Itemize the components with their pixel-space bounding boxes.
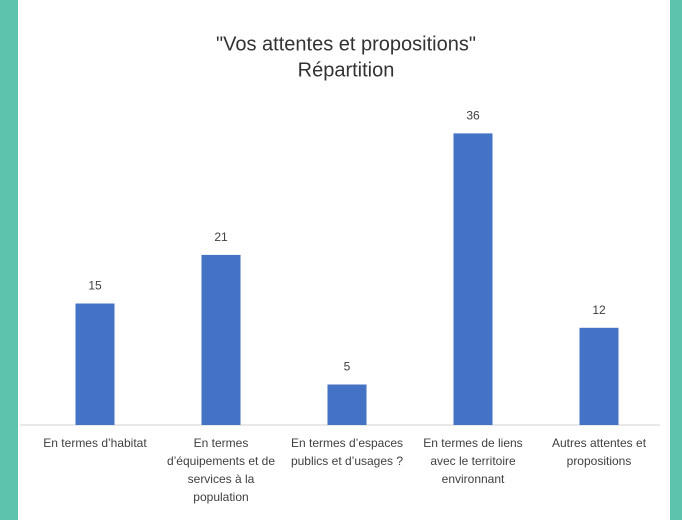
chart-subtitle: Répartition bbox=[298, 59, 395, 81]
chart-area bbox=[18, 0, 670, 520]
data-label: 12 bbox=[592, 303, 606, 317]
bar bbox=[327, 384, 367, 425]
bar bbox=[453, 133, 493, 425]
x-tick-label: En termes d’équipements et de services à l… bbox=[167, 436, 275, 504]
x-tick-label: En termes de liens avec le territoire envi… bbox=[423, 436, 522, 486]
bar bbox=[579, 327, 619, 425]
data-label: 21 bbox=[214, 230, 228, 244]
bar bbox=[75, 303, 115, 425]
chart-title: "Vos attentes et propositions" bbox=[216, 33, 476, 55]
bar bbox=[201, 254, 241, 425]
data-label: 15 bbox=[88, 279, 102, 293]
data-label: 36 bbox=[466, 109, 480, 123]
x-tick-label: En termes d’espaces publics et d’usages ? bbox=[291, 436, 403, 468]
x-tick-label: En termes d’habitat bbox=[43, 436, 147, 450]
data-label: 5 bbox=[344, 360, 351, 374]
x-tick-label: Autres attentes et propositions bbox=[552, 436, 647, 468]
